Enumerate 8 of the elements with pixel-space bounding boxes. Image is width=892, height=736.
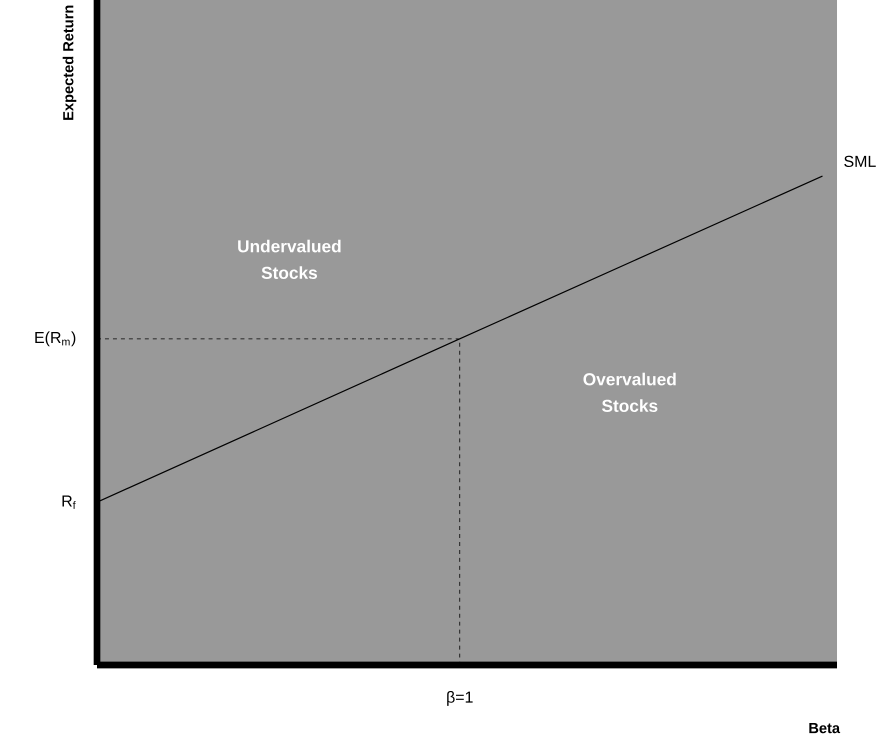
annotation: Undervalued Stocks [238,240,341,279]
text: β=1 [447,691,473,706]
text: R$_{f}$ [62,496,76,509]
series-label: SML [844,156,876,167]
y-axis-title: Expected Return [62,6,76,120]
text: E(R$_{m}$) [35,331,76,346]
x-axis-title: Beta [809,723,840,734]
annotation: Overvalued Stocks [583,372,676,412]
